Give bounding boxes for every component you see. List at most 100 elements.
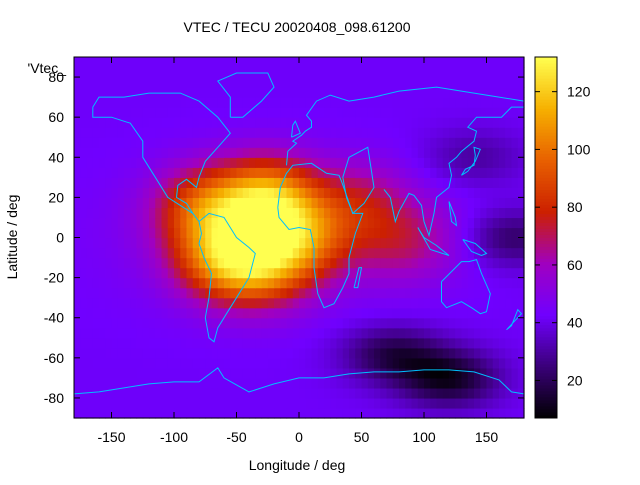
heatmap-cell <box>230 137 238 148</box>
heatmap-cell <box>417 387 425 399</box>
heatmap-cell <box>249 357 256 369</box>
heatmap-cell <box>111 177 119 188</box>
heatmap-cell <box>286 257 294 269</box>
heatmap-cell <box>505 267 513 279</box>
heatmap-cell <box>155 397 163 409</box>
heatmap-cell <box>92 267 100 279</box>
heatmap-cell <box>242 287 250 299</box>
heatmap-cell <box>186 57 194 68</box>
heatmap-cell <box>242 397 250 409</box>
heatmap-cell <box>349 227 356 239</box>
heatmap-cell <box>286 317 294 329</box>
heatmap-cell <box>199 137 206 148</box>
heatmap-cell <box>405 87 413 98</box>
heatmap-cell <box>274 347 281 359</box>
heatmap-cell <box>467 357 475 369</box>
heatmap-cell <box>430 287 438 299</box>
heatmap-cell <box>249 297 256 309</box>
heatmap-cell <box>386 227 394 239</box>
heatmap-cell <box>317 357 325 369</box>
heatmap-cell <box>324 377 331 389</box>
heatmap-cell <box>311 387 319 399</box>
heatmap-cell <box>380 87 388 98</box>
heatmap-cell <box>324 187 331 198</box>
heatmap-cell <box>505 97 513 108</box>
coastline-segment <box>198 212 256 343</box>
heatmap-cell <box>236 207 244 219</box>
heatmap-cell <box>261 347 269 359</box>
heatmap-cell <box>280 337 288 349</box>
heatmap-cell <box>461 317 469 329</box>
heatmap-cell <box>205 177 213 188</box>
heatmap-cell <box>130 137 138 148</box>
heatmap-cell <box>124 407 131 419</box>
heatmap-cell <box>455 257 463 269</box>
heatmap-cell <box>367 157 375 168</box>
heatmap-cell <box>342 157 350 168</box>
heatmap-cell <box>449 157 456 168</box>
heatmap-cell <box>424 147 431 158</box>
heatmap-cell <box>499 97 506 108</box>
heatmap-cell <box>149 337 156 349</box>
heatmap-cell <box>480 137 488 148</box>
heatmap-cell <box>436 337 444 349</box>
heatmap-cell <box>436 127 444 138</box>
heatmap-cell <box>186 267 194 279</box>
heatmap-cell <box>111 67 119 78</box>
colorbar-segment <box>535 387 557 392</box>
heatmap-cell <box>442 77 450 88</box>
heatmap-cell <box>99 387 106 399</box>
heatmap-cell <box>217 267 225 279</box>
heatmap-cell <box>99 397 106 409</box>
colorbar-segment <box>535 279 557 284</box>
heatmap-cell <box>261 297 269 309</box>
heatmap-cell <box>136 67 144 78</box>
heatmap-cell <box>424 297 431 309</box>
heatmap-cell <box>405 117 413 128</box>
heatmap-cell <box>499 147 506 158</box>
heatmap-cell <box>361 377 369 389</box>
heatmap-cell <box>492 367 500 379</box>
heatmap-cell <box>442 407 450 419</box>
heatmap-cell <box>274 167 281 178</box>
heatmap-cell <box>86 207 94 219</box>
heatmap-cell <box>255 157 263 168</box>
heatmap-cell <box>199 147 206 158</box>
heatmap-cell <box>361 187 369 198</box>
heatmap-cell <box>405 367 413 379</box>
heatmap-cell <box>324 217 331 229</box>
heatmap-cell <box>324 407 331 419</box>
heatmap-cell <box>217 97 225 108</box>
heatmap-cell <box>280 297 288 309</box>
heatmap-cell <box>230 157 238 168</box>
heatmap-cell <box>461 337 469 349</box>
heatmap-cell <box>174 97 181 108</box>
heatmap-cell <box>74 397 81 409</box>
heatmap-cell <box>199 117 206 128</box>
heatmap-cell <box>317 107 325 118</box>
heatmap-cell <box>155 227 163 239</box>
heatmap-cell <box>430 197 438 209</box>
heatmap-cell <box>355 187 363 198</box>
heatmap-cell <box>505 237 513 249</box>
heatmap-cell <box>199 227 206 239</box>
heatmap-cell <box>242 237 250 249</box>
heatmap-cell <box>492 357 500 369</box>
heatmap-cell <box>124 277 131 289</box>
heatmap-cell <box>167 157 175 168</box>
heatmap-cell <box>449 247 456 259</box>
heatmap-cell <box>149 87 156 98</box>
heatmap-cell <box>442 187 450 198</box>
heatmap-cell <box>105 267 113 279</box>
heatmap-cell <box>417 137 425 148</box>
heatmap-cell <box>299 357 306 369</box>
heatmap-cell <box>480 107 488 118</box>
heatmap-cell <box>342 137 350 148</box>
heatmap-cell <box>242 177 250 188</box>
heatmap-cell <box>486 207 494 219</box>
heatmap-cell <box>86 407 94 419</box>
heatmap-cell <box>274 267 281 279</box>
heatmap-cell <box>261 327 269 339</box>
heatmap-cell <box>74 127 81 138</box>
heatmap-cell <box>249 57 256 68</box>
